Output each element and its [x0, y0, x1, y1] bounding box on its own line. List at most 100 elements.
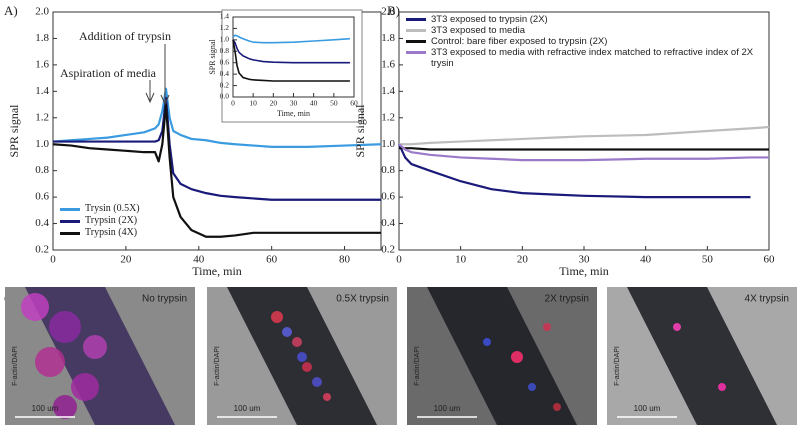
y-tick-label: 0.0	[220, 92, 230, 101]
x-tick-label: 60	[764, 253, 776, 265]
inset-background	[221, 9, 363, 123]
y-tick-label: 0.2	[35, 244, 49, 256]
legend: 3T3 exposed to trypsin (2X) 3T3 exposed t…	[406, 14, 761, 69]
x-tick-label: 20	[517, 253, 529, 265]
y-axis-label: SPR signal	[353, 104, 367, 158]
scale-bar-label: 100 um	[234, 404, 261, 413]
cell	[83, 335, 107, 359]
cell	[302, 362, 312, 372]
cell	[543, 323, 551, 331]
y-tick-label: 1.2	[35, 111, 49, 123]
y-tick-label: 0.8	[220, 46, 230, 55]
y-tick-label: 0.4	[381, 217, 395, 229]
x-tick-label: 40	[640, 253, 652, 265]
legend-label: Trysin (0.5X)	[85, 203, 140, 214]
legend-item: 3T3 exposed to media	[406, 25, 761, 36]
cell	[483, 338, 491, 346]
legend-swatch	[406, 51, 426, 54]
series-line	[399, 147, 769, 151]
image-label: 0.5X trypsin	[336, 294, 389, 305]
series-line	[52, 87, 382, 148]
x-tick-label: 20	[120, 253, 132, 265]
stain-label: F-actin/DAPI	[414, 346, 421, 386]
cell	[271, 311, 283, 323]
x-axis-label: Time, min	[192, 264, 242, 278]
y-tick-label: 0.4	[35, 217, 49, 229]
y-tick-label: 1.4	[35, 85, 49, 97]
annotation: Aspiration of media	[60, 66, 157, 80]
y-tick-label: 0.8	[381, 164, 395, 176]
panel-label: B)	[387, 3, 400, 18]
cell	[528, 383, 536, 391]
y-tick-label: 1.4	[381, 85, 395, 97]
cell	[21, 293, 49, 321]
image-label: 2X trypsin	[545, 294, 589, 305]
image-label: 4X trypsin	[745, 294, 789, 305]
cell	[297, 352, 307, 362]
legend-swatch	[406, 40, 426, 43]
x-tick-label: 40	[193, 253, 205, 265]
legend-label: Trypsin (4X)	[85, 227, 138, 238]
cell	[718, 383, 726, 391]
legend-label: 3T3 exposed to media	[431, 25, 526, 36]
y-tick-label: 1.2	[220, 23, 230, 32]
x-tick-label: 0	[396, 253, 402, 265]
y-tick-label: 2.0	[35, 6, 49, 18]
annotation: Addition of trypsin	[79, 29, 171, 43]
legend-swatch	[60, 208, 80, 211]
legend: Trysin (0.5X) Trypsin (2X) Trypsin (4X)	[60, 203, 140, 239]
series-line	[399, 125, 770, 146]
y-tick-label: 0.6	[220, 57, 230, 66]
x-tick-label: 60	[266, 253, 278, 265]
legend-label: 3T3 exposed to media with refractive ind…	[431, 47, 754, 69]
micrograph	[407, 287, 597, 425]
y-tick-label: 1.4	[220, 12, 230, 21]
scale-bar-label: 100 um	[434, 404, 461, 413]
series-line	[232, 39, 350, 64]
y-tick-label: 1.6	[381, 58, 395, 70]
y-tick-label: 1.8	[381, 32, 395, 44]
legend-item: Trypsin (2X)	[60, 215, 140, 227]
legend-item: Trypsin (4X)	[60, 227, 140, 239]
y-tick-label: 1.0	[35, 138, 49, 150]
y-tick-label: 0.6	[35, 191, 49, 203]
legend-label: 3T3 exposed to trypsin (2X)	[431, 14, 548, 25]
legend-swatch	[406, 18, 426, 21]
cell	[511, 351, 523, 363]
legend-swatch	[60, 232, 80, 235]
legend-swatch	[406, 29, 426, 32]
series-line	[398, 143, 751, 199]
series-line	[232, 39, 350, 82]
micrograph	[207, 287, 397, 425]
scale-bar-label: 100 um	[32, 404, 59, 413]
x-tick-label: 0	[231, 98, 235, 107]
y-axis-label: SPR signal	[208, 39, 217, 75]
y-tick-label: 0.6	[381, 191, 395, 203]
cell	[312, 377, 322, 387]
legend-label: Trypsin (2X)	[85, 215, 138, 226]
legend-label: Control: bare fiber exposed to trypsin (…	[431, 36, 608, 47]
panel-label: A)	[4, 3, 18, 18]
series-line	[398, 143, 769, 162]
cell	[53, 395, 77, 419]
legend-item: 3T3 exposed to media with refractive ind…	[406, 47, 761, 69]
x-tick-label: 40	[310, 98, 318, 107]
cell	[553, 403, 561, 411]
cell	[71, 373, 99, 401]
y-tick-label: 0.2	[220, 80, 230, 89]
x-tick-label: 10	[455, 253, 467, 265]
series-line	[232, 34, 351, 44]
series-line	[53, 96, 381, 201]
y-tick-label: 1.6	[35, 58, 49, 70]
plot-frame	[52, 11, 382, 251]
x-tick-label: 0	[50, 253, 56, 265]
cell	[673, 323, 681, 331]
y-tick-label: 1.2	[381, 111, 395, 123]
y-tick-label: 0.4	[220, 69, 230, 78]
legend-item: 3T3 exposed to trypsin (2X)	[406, 14, 761, 25]
legend-item: Control: bare fiber exposed to trypsin (…	[406, 36, 761, 47]
y-tick-label: 0.8	[35, 164, 49, 176]
cell	[323, 393, 331, 401]
annotation-arrow	[160, 44, 170, 106]
